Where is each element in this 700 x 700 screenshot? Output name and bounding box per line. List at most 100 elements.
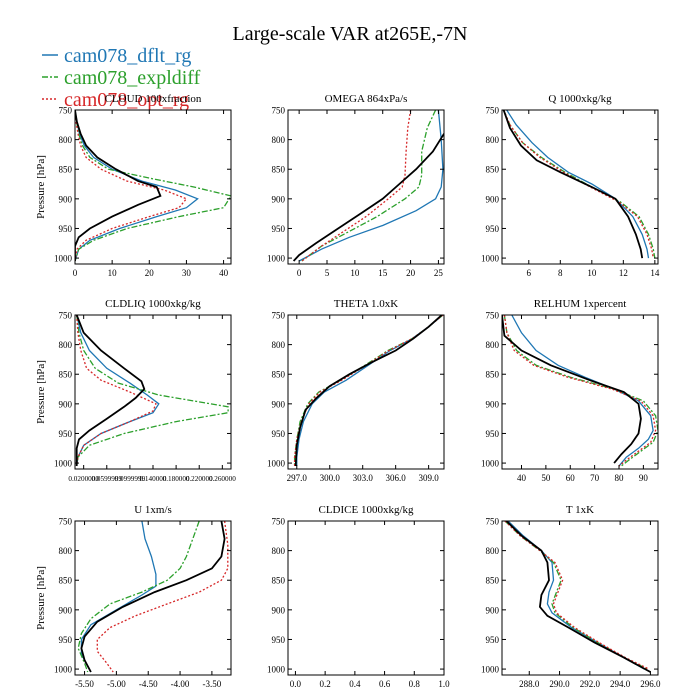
y-tick-label: 750 xyxy=(486,517,500,527)
series-line xyxy=(76,315,157,467)
y-tick-label: 750 xyxy=(486,311,500,321)
series-line xyxy=(75,110,231,262)
x-tick-label: 297.0 xyxy=(287,473,308,483)
plot-frame xyxy=(74,520,232,676)
reference-line xyxy=(505,521,651,673)
chart-panel: OMEGA 864xPa/s 750 800 850 900 950 1000 0 5 10 15 2… xyxy=(267,93,445,278)
y-tick-label: 750 xyxy=(272,311,286,321)
x-tick-label: 0.8 xyxy=(409,679,421,689)
x-tick-label: 80 xyxy=(615,473,625,483)
panel-title: U 1xm/s xyxy=(134,504,172,516)
x-tick-label: 15 xyxy=(378,268,388,278)
x-tick-label: 0.180000 xyxy=(163,475,190,483)
reference-line xyxy=(75,110,162,261)
x-tick-label: 1.0 xyxy=(438,679,450,689)
plot-frame xyxy=(287,314,445,470)
y-tick-label: 800 xyxy=(59,135,73,145)
y-tick-label: 950 xyxy=(272,429,286,439)
series-line xyxy=(503,315,658,467)
x-tick-label: 14 xyxy=(650,268,660,278)
x-tick-label: 20 xyxy=(406,268,416,278)
series-line xyxy=(76,315,229,467)
x-tick-label: 8 xyxy=(558,268,563,278)
y-tick-label: 800 xyxy=(486,340,500,350)
series-line xyxy=(503,110,654,259)
reference-line xyxy=(502,315,642,464)
y-tick-label: 950 xyxy=(59,429,73,439)
panel-title: THETA 1.0xK xyxy=(334,298,399,310)
y-tick-label: 1000 xyxy=(481,459,500,469)
y-tick-label: 850 xyxy=(59,165,73,175)
series-line xyxy=(296,315,444,466)
y-tick-label: 900 xyxy=(59,194,73,204)
legend: cam078_dflt_rgcam078_expldiffcam078_opt_… xyxy=(42,45,201,111)
y-tick-label: 950 xyxy=(59,224,73,234)
y-tick-label: 950 xyxy=(486,635,500,645)
y-tick-label: 750 xyxy=(272,106,286,116)
y-tick-label: 900 xyxy=(272,194,286,204)
panel-title: CLDICE 1000xkg/kg xyxy=(318,504,414,516)
x-tick-label: 0.2 xyxy=(320,679,331,689)
chart-panel: Q 1000xkg/kg 750 800 850 900 950 1000 6 8 10 12 14 xyxy=(481,93,660,278)
y-tick-label: 950 xyxy=(59,635,73,645)
panel-title: Q 1000xkg/kg xyxy=(548,93,612,105)
y-tick-label: 800 xyxy=(486,546,500,556)
y-tick-label: 850 xyxy=(486,165,500,175)
reference-line xyxy=(294,315,443,467)
y-tick-label: 1000 xyxy=(54,254,73,264)
x-tick-label: 20 xyxy=(145,268,155,278)
x-tick-label: 0.0 xyxy=(290,679,302,689)
plot-frame xyxy=(501,314,659,470)
y-tick-label: 750 xyxy=(59,311,73,321)
x-tick-label: 0.6 xyxy=(379,679,391,689)
x-tick-label: 10 xyxy=(350,268,360,278)
series-line xyxy=(293,315,444,466)
x-tick-label: 0.4 xyxy=(349,679,361,689)
chart-panel: CLOUD 100xfraction Pressure [hPa] 750 800 85… xyxy=(35,93,232,278)
y-tick-label: 900 xyxy=(272,605,286,615)
y-tick-label: 850 xyxy=(59,576,73,586)
y-tick-label: 1000 xyxy=(54,459,73,469)
reference-line xyxy=(292,133,444,262)
chart-panel: T 1xK 750 800 850 900 950 1000 288.0 290.0 292.0 2… xyxy=(481,504,661,689)
y-tick-label: 750 xyxy=(486,106,500,116)
x-tick-label: 30 xyxy=(182,268,192,278)
series-line xyxy=(503,110,656,259)
y-tick-label: 850 xyxy=(272,165,286,175)
x-tick-label: 303.0 xyxy=(353,473,374,483)
y-tick-label: 900 xyxy=(486,605,500,615)
series-line xyxy=(301,110,412,262)
x-tick-label: 0.140000 xyxy=(140,475,167,483)
x-tick-label: 294.0 xyxy=(610,679,631,689)
series-line xyxy=(301,110,437,262)
x-tick-label: 296.0 xyxy=(640,679,661,689)
series-line xyxy=(507,521,645,670)
y-tick-label: 950 xyxy=(272,635,286,645)
series-line xyxy=(511,315,654,467)
x-tick-label: 309.0 xyxy=(418,473,439,483)
legend-label: cam078_expldiff xyxy=(64,67,201,89)
x-tick-label: 0 xyxy=(73,268,78,278)
panel-title: CLOUD 100xfraction xyxy=(105,93,202,105)
x-tick-label: 0.260000 xyxy=(209,475,236,483)
x-tick-label: 12 xyxy=(619,268,628,278)
legend-label: cam078_dflt_rg xyxy=(64,45,191,67)
chart-panel: CLDLIQ 1000xkg/kg Pressure [hPa] 750 800 850… xyxy=(35,298,236,483)
y-tick-label: 1000 xyxy=(267,665,286,675)
y-tick-label: 800 xyxy=(486,135,500,145)
x-tick-label: 5 xyxy=(325,268,330,278)
x-tick-label: 25 xyxy=(434,268,444,278)
series-line xyxy=(80,521,157,673)
y-tick-label: 1000 xyxy=(267,254,286,264)
series-line xyxy=(76,315,160,467)
x-tick-label: 10 xyxy=(587,268,597,278)
x-tick-label: -4.50 xyxy=(139,679,158,689)
x-tick-label: 40 xyxy=(517,473,527,483)
y-tick-label: 950 xyxy=(272,224,286,234)
figure-title: Large-scale VAR at265E,-7N xyxy=(233,23,468,45)
y-tick-label: 950 xyxy=(486,429,500,439)
series-line xyxy=(298,110,444,262)
